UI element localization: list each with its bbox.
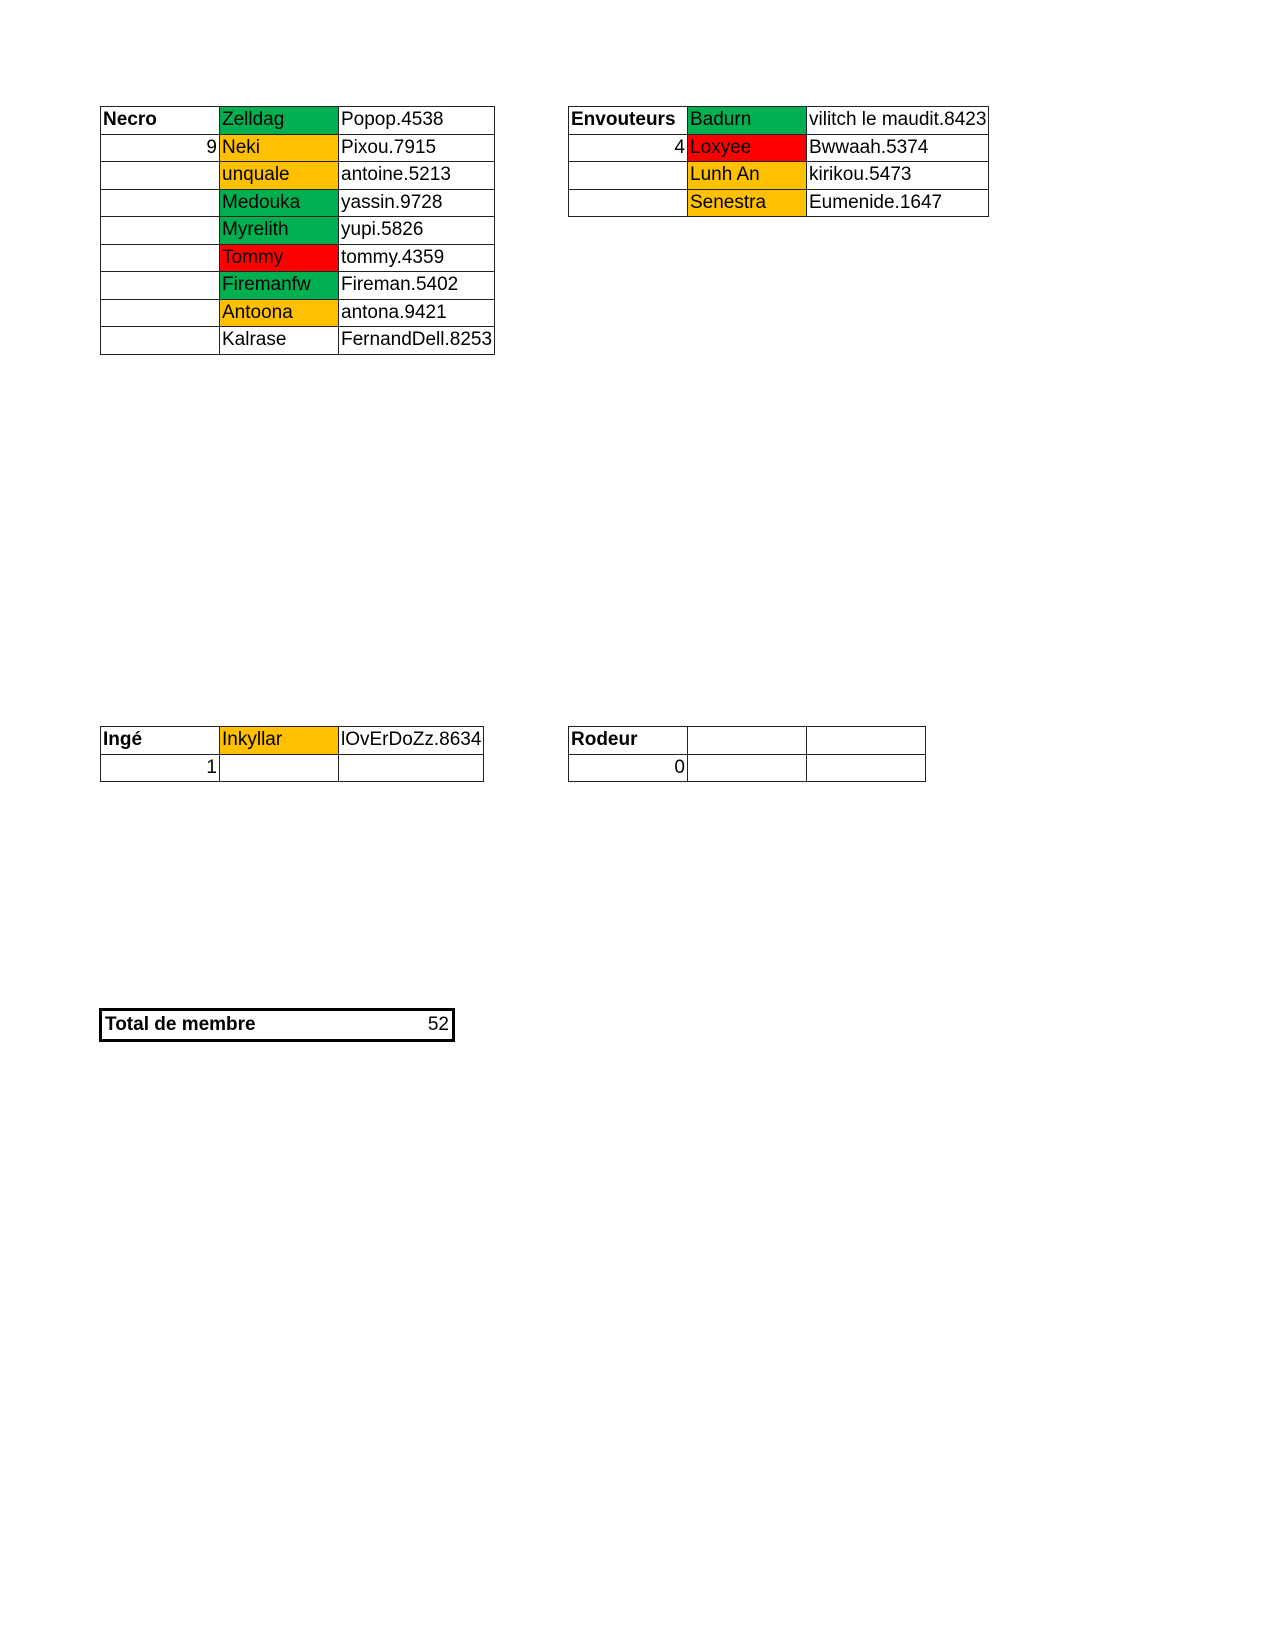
table-row: Lunh An kirikou.5473	[568, 161, 990, 190]
member-account-cell: tommy.4359	[337, 243, 496, 272]
table-row: Medouka yassin.9728	[100, 188, 496, 217]
member-name-cell	[687, 726, 807, 755]
empty-cell	[100, 271, 220, 300]
member-account-cell	[806, 753, 926, 782]
member-name-cell: Inkyllar	[219, 726, 339, 755]
table-row: 0	[568, 753, 926, 782]
member-account-cell: antoine.5213	[337, 161, 496, 190]
member-account-cell: FernandDell.8253	[337, 326, 496, 355]
table-row: Necro Zelldag Popop.4538	[100, 106, 496, 135]
rodeur-table: Rodeur 0	[568, 726, 926, 782]
table-row: 1	[100, 753, 485, 782]
member-account-cell: Popop.4538	[337, 106, 496, 135]
table-row: Ingé Inkyllar lOvErDoZz.8634	[100, 726, 485, 755]
table-row: 4 Loxyee Bwwaah.5374	[568, 133, 990, 162]
group-title: Necro	[100, 106, 220, 135]
table-row: Kalrase FernandDell.8253	[100, 326, 496, 355]
empty-cell	[100, 326, 220, 355]
empty-cell	[100, 161, 220, 190]
necro-table: Necro Zelldag Popop.4538 9 Neki Pixou.7915 unq…	[100, 106, 496, 355]
member-name-cell: Lunh An	[687, 161, 807, 190]
empty-cell	[100, 216, 220, 245]
member-name-cell: Zelldag	[219, 106, 339, 135]
inge-table: Ingé Inkyllar lOvErDoZz.8634 1	[100, 726, 485, 782]
table-row: Senestra Eumenide.1647	[568, 188, 990, 217]
group-title: Envouteurs	[568, 106, 688, 135]
table-row: Firemanfw Fireman.5402	[100, 271, 496, 300]
total-members-box: Total de membre 52	[99, 1008, 455, 1042]
member-name-cell: Kalrase	[219, 326, 339, 355]
table-row: Antoona antona.9421	[100, 298, 496, 327]
member-account-cell: yupi.5826	[337, 216, 496, 245]
empty-cell	[568, 188, 688, 217]
group-title: Rodeur	[568, 726, 688, 755]
table-row: Rodeur	[568, 726, 926, 755]
member-name-cell	[219, 753, 339, 782]
empty-cell	[100, 298, 220, 327]
member-account-cell: Fireman.5402	[337, 271, 496, 300]
member-account-cell	[337, 753, 485, 782]
group-count: 9	[100, 133, 220, 162]
group-count: 0	[568, 753, 688, 782]
member-name-cell: Tommy	[219, 243, 339, 272]
total-value: 52	[427, 1014, 449, 1035]
table-row: Tommy tommy.4359	[100, 243, 496, 272]
table-row: Envouteurs Badurn vilitch le maudit.8423	[568, 106, 990, 135]
group-count: 1	[100, 753, 220, 782]
member-name-cell: Loxyee	[687, 133, 807, 162]
member-name-cell: unquale	[219, 161, 339, 190]
member-name-cell: Myrelith	[219, 216, 339, 245]
member-account-cell: yassin.9728	[337, 188, 496, 217]
group-count: 4	[568, 133, 688, 162]
member-name-cell: Neki	[219, 133, 339, 162]
member-account-cell: lOvErDoZz.8634	[337, 726, 485, 755]
empty-cell	[100, 243, 220, 272]
table-row: 9 Neki Pixou.7915	[100, 133, 496, 162]
member-account-cell: Bwwaah.5374	[805, 133, 990, 162]
empty-cell	[100, 188, 220, 217]
member-name-cell: Antoona	[219, 298, 339, 327]
member-account-cell: vilitch le maudit.8423	[805, 106, 990, 135]
member-account-cell: kirikou.5473	[805, 161, 990, 190]
member-name-cell: Firemanfw	[219, 271, 339, 300]
member-name-cell	[687, 753, 807, 782]
member-account-cell: Pixou.7915	[337, 133, 496, 162]
table-row: unquale antoine.5213	[100, 161, 496, 190]
member-name-cell: Senestra	[687, 188, 807, 217]
member-account-cell	[806, 726, 926, 755]
table-row: Myrelith yupi.5826	[100, 216, 496, 245]
member-account-cell: Eumenide.1647	[805, 188, 990, 217]
empty-cell	[568, 161, 688, 190]
member-name-cell: Medouka	[219, 188, 339, 217]
envouteurs-table: Envouteurs Badurn vilitch le maudit.8423 4 L…	[568, 106, 990, 217]
total-label: Total de membre	[105, 1014, 256, 1035]
member-name-cell: Badurn	[687, 106, 807, 135]
group-title: Ingé	[100, 726, 220, 755]
member-account-cell: antona.9421	[337, 298, 496, 327]
